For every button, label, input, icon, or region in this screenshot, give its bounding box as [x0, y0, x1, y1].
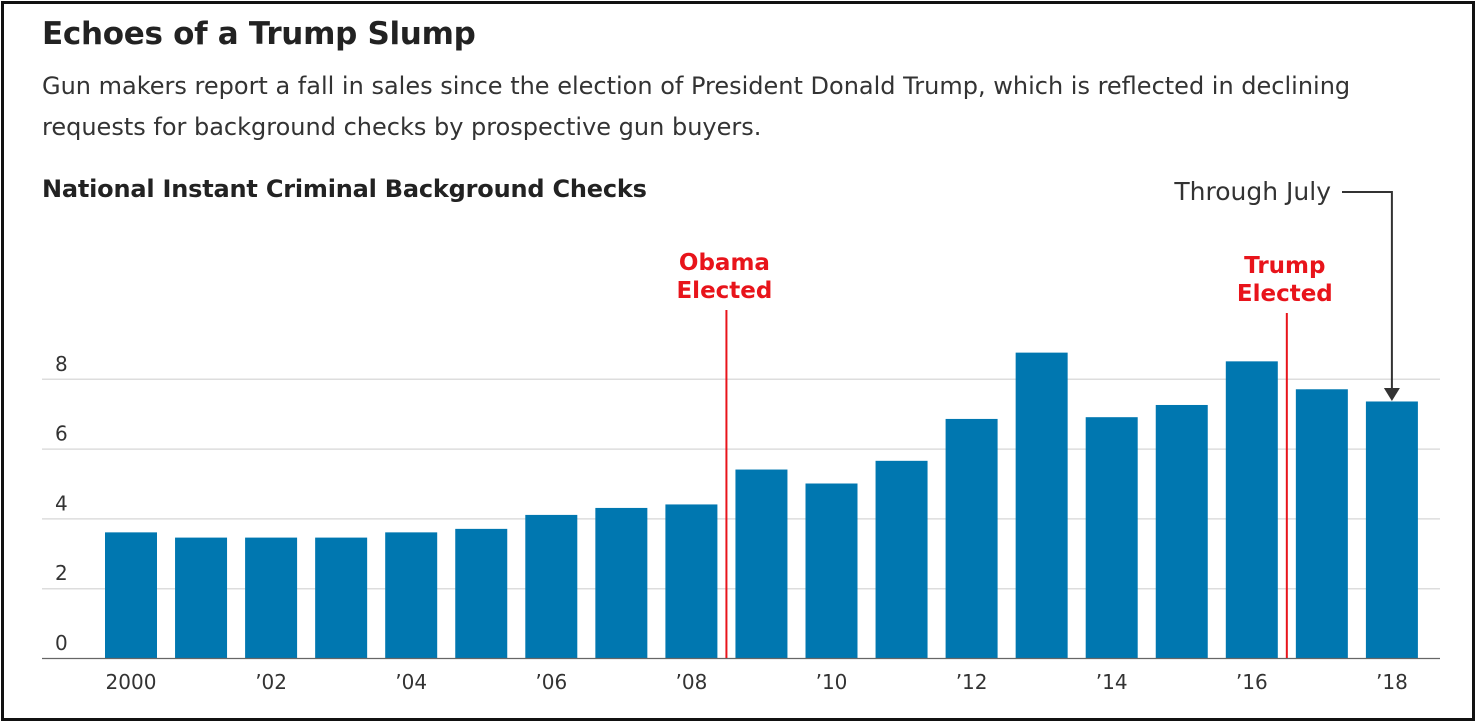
bar-2017: [1295, 389, 1348, 658]
bar-2011: [875, 460, 928, 658]
y-tick-label: 2: [55, 561, 68, 585]
bars: [105, 352, 1418, 658]
bar-2005: [455, 528, 508, 658]
bar-2018: [1365, 401, 1418, 658]
y-tick-label: 4: [55, 491, 68, 515]
x-tick-label: 2000: [106, 670, 157, 694]
x-tick-label: ’02: [255, 670, 287, 694]
x-tick-label: ’12: [956, 670, 988, 694]
bar-2009: [735, 469, 788, 658]
x-tick-label: ’10: [816, 670, 848, 694]
bar-2008: [665, 504, 718, 658]
through-july-label: Through July: [1173, 177, 1331, 206]
bar-2006: [525, 514, 578, 658]
bar-2016: [1225, 361, 1278, 658]
chart-label: National Instant Criminal Background Che…: [42, 175, 647, 203]
chart-title: Echoes of a Trump Slump: [42, 16, 476, 52]
bar-2015: [1155, 404, 1208, 658]
bar-2010: [805, 483, 858, 658]
bar-2003: [315, 537, 368, 658]
x-tick-label: ’08: [675, 670, 707, 694]
y-tick-labels: 0 2 4 6 8: [55, 352, 68, 655]
bar-2000: [105, 532, 157, 658]
bar-2007: [595, 507, 648, 658]
x-tick-label: ’06: [535, 670, 567, 694]
bar-2001: [175, 537, 228, 658]
x-tick-label: ’14: [1096, 670, 1128, 694]
x-tick-label: ’04: [395, 670, 427, 694]
bar-2002: [245, 537, 298, 658]
bar-2013: [1015, 352, 1068, 658]
arrow-down-icon: [1383, 388, 1400, 401]
chart-subtitle: Gun makers report a fall in sales since …: [42, 72, 1351, 141]
obama-label-line1: Obama: [679, 250, 770, 276]
x-tick-label: ’18: [1376, 670, 1408, 694]
x-tick-labels: 2000 ’02 ’04 ’06 ’08 ’10 ’12 ’14 ’16 ’18: [106, 670, 1408, 694]
trump-label-line1: Trump: [1244, 253, 1325, 279]
x-tick-label: ’16: [1236, 670, 1268, 694]
y-tick-label: 0: [55, 631, 68, 655]
obama-label-line2: Elected: [676, 278, 772, 304]
bar-2014: [1085, 417, 1138, 658]
y-tick-label: 8: [55, 352, 68, 376]
y-tick-label: 6: [55, 422, 68, 446]
bar-2004: [385, 532, 438, 658]
trump-label-line2: Elected: [1237, 281, 1333, 307]
bar-2012: [945, 418, 998, 658]
through-july-arrow: [1342, 191, 1393, 388]
